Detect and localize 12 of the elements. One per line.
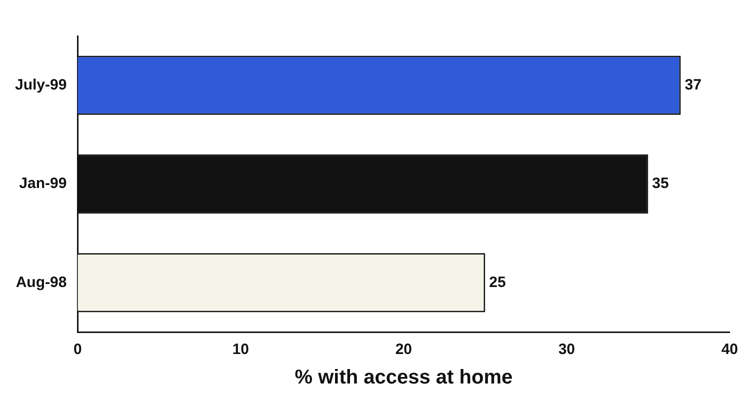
x-tick-label: 20: [395, 341, 412, 358]
y-tick-label: Jan-99: [19, 175, 67, 192]
x-tick-label: 0: [74, 341, 82, 358]
data-label: 25: [489, 274, 506, 291]
x-tick-label: 40: [721, 341, 738, 358]
y-tick-label: July-99: [14, 76, 67, 94]
data-label: 37: [684, 76, 702, 94]
x-tick-label: 30: [558, 341, 576, 358]
x-tick-label: 10: [232, 341, 250, 358]
y-tick-label: Aug-98: [16, 274, 67, 291]
x-axis-title: % with access at home: [294, 366, 513, 389]
data-label: 35: [652, 175, 669, 192]
